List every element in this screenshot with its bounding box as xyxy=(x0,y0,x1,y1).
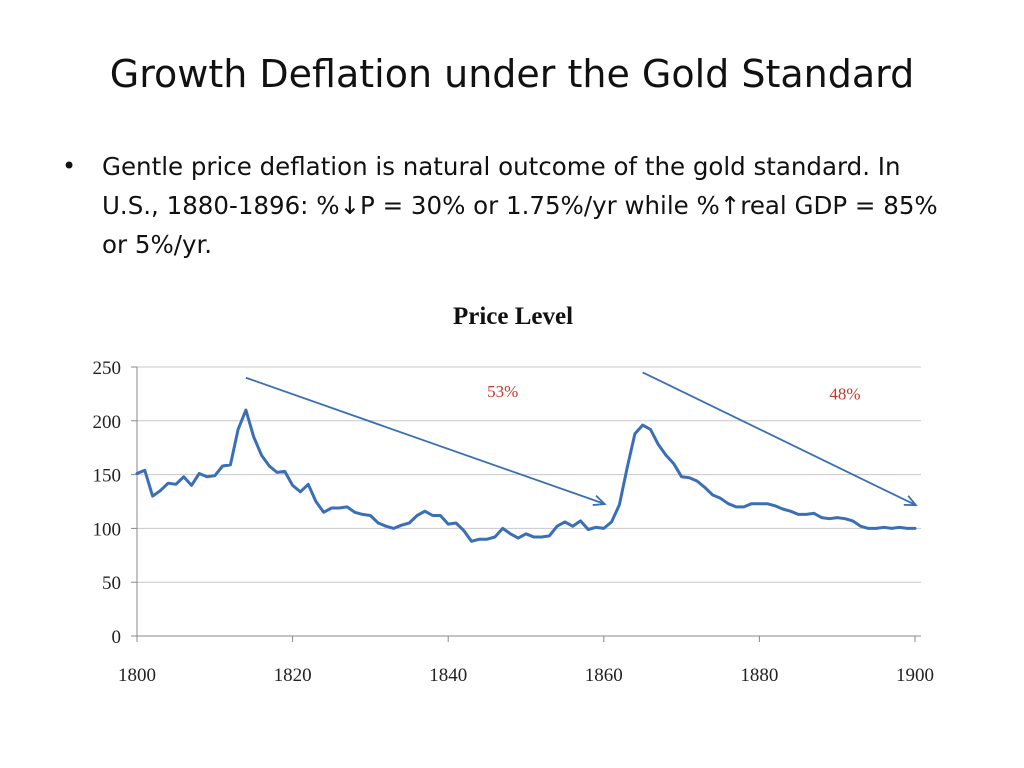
grid-lines xyxy=(137,366,921,583)
y-tick-label-250: 250 xyxy=(93,358,122,379)
annotation-arrow-2 xyxy=(642,371,915,504)
annotation-label-2: 48% xyxy=(829,384,860,403)
x-tick-label-1880: 1880 xyxy=(740,665,778,686)
chart-axes xyxy=(131,366,921,642)
x-tick-label-1900: 1900 xyxy=(896,665,934,686)
chart-title: Price Level xyxy=(453,303,573,330)
annotations: 53% 48% xyxy=(245,371,915,504)
tick-labels: 0 50 100 150 200 250 1800 1820 1840 1860 1880 1900 xyxy=(93,358,935,686)
y-tick-label-100: 100 xyxy=(93,519,122,540)
y-tick-label-0: 0 xyxy=(112,627,122,648)
y-tick-label-200: 200 xyxy=(93,412,122,433)
x-tick-label-1800: 1800 xyxy=(118,665,156,686)
slide-title: Growth Deflation under the Gold Standard xyxy=(109,52,915,96)
series-layer xyxy=(135,408,917,543)
x-tick-label-1820: 1820 xyxy=(274,665,312,686)
series-line-price-level xyxy=(135,408,917,543)
bullet-dot: • xyxy=(62,152,77,180)
y-tick-label-50: 50 xyxy=(102,573,121,594)
bullet-list: • Gentle price deflation is natural outc… xyxy=(62,147,952,264)
x-tick-label-1860: 1860 xyxy=(585,665,623,686)
y-tick-label-150: 150 xyxy=(93,466,122,487)
bullet-text: Gentle price deflation is natural outcom… xyxy=(102,152,938,259)
annotation-label-1: 53% xyxy=(487,382,518,401)
x-tick-label-1840: 1840 xyxy=(429,665,467,686)
annotation-arrow-1 xyxy=(245,376,604,504)
